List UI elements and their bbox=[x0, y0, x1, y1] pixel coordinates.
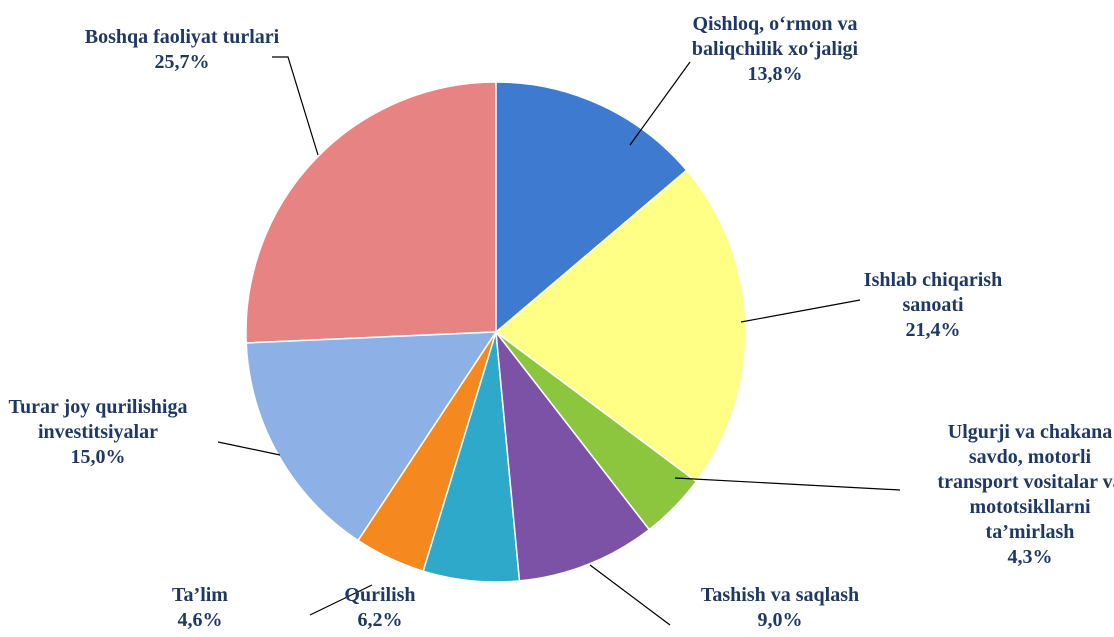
category-label: Tashish va saqlash bbox=[700, 584, 860, 606]
slice-label: Ulgurji va chakana savdo, motorli transp… bbox=[930, 420, 1114, 570]
value-label: 13,8% bbox=[747, 63, 803, 85]
slice-label: Ta’lim 4,6% bbox=[140, 583, 260, 633]
pie-slice bbox=[495, 81, 688, 334]
leader-line bbox=[309, 584, 373, 616]
slice-label: Qurilish 6,2% bbox=[305, 583, 455, 633]
category-label: Qishloq, o‘rmon va baliqchilik xo‘jaligi bbox=[691, 13, 859, 60]
value-label: 25,7% bbox=[154, 51, 210, 73]
leader-line bbox=[674, 477, 901, 491]
value-label: 6,2% bbox=[357, 609, 403, 631]
leader-lines bbox=[217, 56, 901, 626]
value-label: 21,4% bbox=[905, 319, 961, 341]
slice-label: Ishlab chiqarish sanoati 21,4% bbox=[838, 268, 1028, 343]
value-label: 4,3% bbox=[1007, 546, 1053, 568]
slice-label: Turar joy qurilishiga investitsiyalar 15,… bbox=[3, 395, 193, 470]
leader-line bbox=[217, 441, 281, 456]
leader-line bbox=[629, 61, 691, 146]
leader-line bbox=[589, 564, 671, 626]
value-label: 15,0% bbox=[70, 446, 126, 468]
value-label: 9,0% bbox=[757, 609, 803, 631]
category-label: Qurilish bbox=[344, 584, 416, 606]
category-label: Ta’lim bbox=[172, 584, 228, 606]
category-label: Turar joy qurilishiga investitsiyalar bbox=[8, 396, 188, 443]
pie-slice bbox=[495, 329, 651, 582]
pie-slice bbox=[245, 81, 497, 344]
slice-label: Tashish va saqlash 9,0% bbox=[660, 583, 900, 633]
leader-line bbox=[740, 299, 861, 323]
category-label: Ishlab chiqarish sanoati bbox=[863, 269, 1003, 316]
value-label: 4,6% bbox=[177, 609, 223, 631]
leader-line bbox=[272, 56, 319, 156]
slice-label: Boshqa faoliyat turlari 25,7% bbox=[82, 25, 282, 75]
category-label: Boshqa faoliyat turlari bbox=[84, 26, 280, 48]
slice-label: Qishloq, o‘rmon va baliqchilik xo‘jaligi… bbox=[660, 12, 890, 87]
pie-slice bbox=[494, 169, 747, 483]
category-label: Ulgurji va chakana savdo, motorli transp… bbox=[937, 421, 1114, 543]
